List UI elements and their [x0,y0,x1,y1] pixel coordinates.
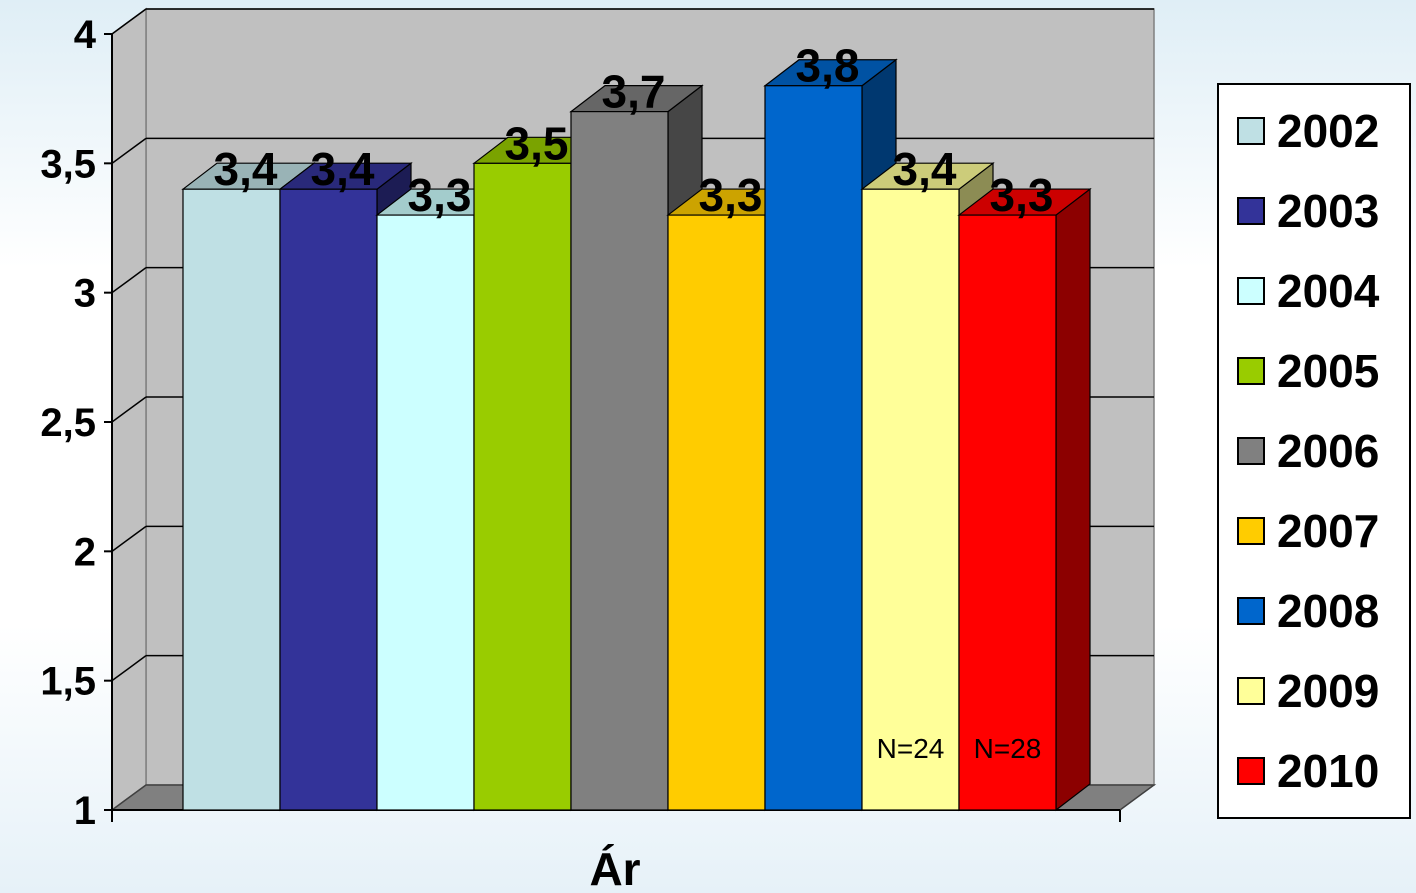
data-label-2003: 3,4 [311,143,375,195]
legend-swatch [1237,437,1265,465]
y-tick-label: 2 [74,530,96,574]
legend-label: 2006 [1277,425,1380,477]
legend-label: 2005 [1277,345,1380,397]
bar-front [376,214,475,811]
legend-item-2009: 2009 [1237,661,1409,721]
bar-front [182,188,281,811]
bar-side [1055,187,1091,812]
bar-front [570,110,669,811]
bar-2010 [957,187,1092,812]
data-label-2009: 3,4 [893,143,957,195]
y-tick-label: 4 [74,13,97,57]
legend-label: 2002 [1277,105,1380,157]
data-label-2004: 3,3 [408,169,472,221]
legend-swatch [1237,197,1265,225]
legend-item-2004: 2004 [1237,261,1409,321]
data-labels: 3,4 3,4 3,3 3,5 3,7 3,3 3,8 3,4 N=24 3,3 N=28 [214,40,1054,764]
bar-front [473,162,572,811]
bars [181,58,1092,812]
legend-item-2010: 2010 [1237,741,1409,801]
legend-item-2007: 2007 [1237,501,1409,561]
gridline-side [111,525,147,552]
legend-item-2005: 2005 [1237,341,1409,401]
legend-swatch [1237,677,1265,705]
legend-label: 2008 [1277,585,1380,637]
x-axis-label: Ár [589,843,640,893]
y-tick-label: 3,5 [40,142,96,186]
note-label-2009: N=24 [877,733,945,764]
y-axis-ticks: 1 1,5 2 2,5 3 3,5 4 [40,13,112,833]
legend-label: 2009 [1277,665,1380,717]
data-label-2005: 3,5 [505,117,569,169]
legend-item-2006: 2006 [1237,421,1409,481]
data-label-2010: 3,3 [990,169,1054,221]
y-tick-label: 1,5 [40,660,96,704]
legend-item-2008: 2008 [1237,581,1409,641]
y-tick-label: 3 [74,272,96,316]
legend-swatch [1237,597,1265,625]
data-label-2008: 3,8 [796,40,860,92]
legend: 2002 2003 2004 2005 2006 2007 2008 2009 2010 [1217,83,1411,819]
legend-item-2002: 2002 [1237,101,1409,161]
legend-swatch [1237,277,1265,305]
gridline-side [111,8,147,35]
y-tick-label: 2,5 [40,401,96,445]
y-tick-label: 1 [74,789,96,833]
gridline-side [111,267,147,294]
bar-front [764,85,863,811]
legend-label: 2007 [1277,505,1380,557]
bar-front [667,214,766,811]
legend-swatch [1237,517,1265,545]
gridline-side [111,137,147,164]
note-label-2010: N=28 [974,733,1042,764]
bar-front [279,188,378,811]
legend-label: 2010 [1277,745,1380,797]
bar-front [958,214,1057,811]
gridline-side [111,396,147,423]
legend-label: 2004 [1277,265,1380,317]
data-label-2006: 3,7 [602,66,666,118]
legend-swatch [1237,357,1265,385]
data-label-2002: 3,4 [214,143,278,195]
legend-swatch [1237,757,1265,785]
legend-item-2003: 2003 [1237,181,1409,241]
bar-front [861,188,960,811]
legend-label: 2003 [1277,185,1380,237]
gridline-side [111,655,147,682]
legend-swatch [1237,117,1265,145]
data-label-2007: 3,3 [699,169,763,221]
